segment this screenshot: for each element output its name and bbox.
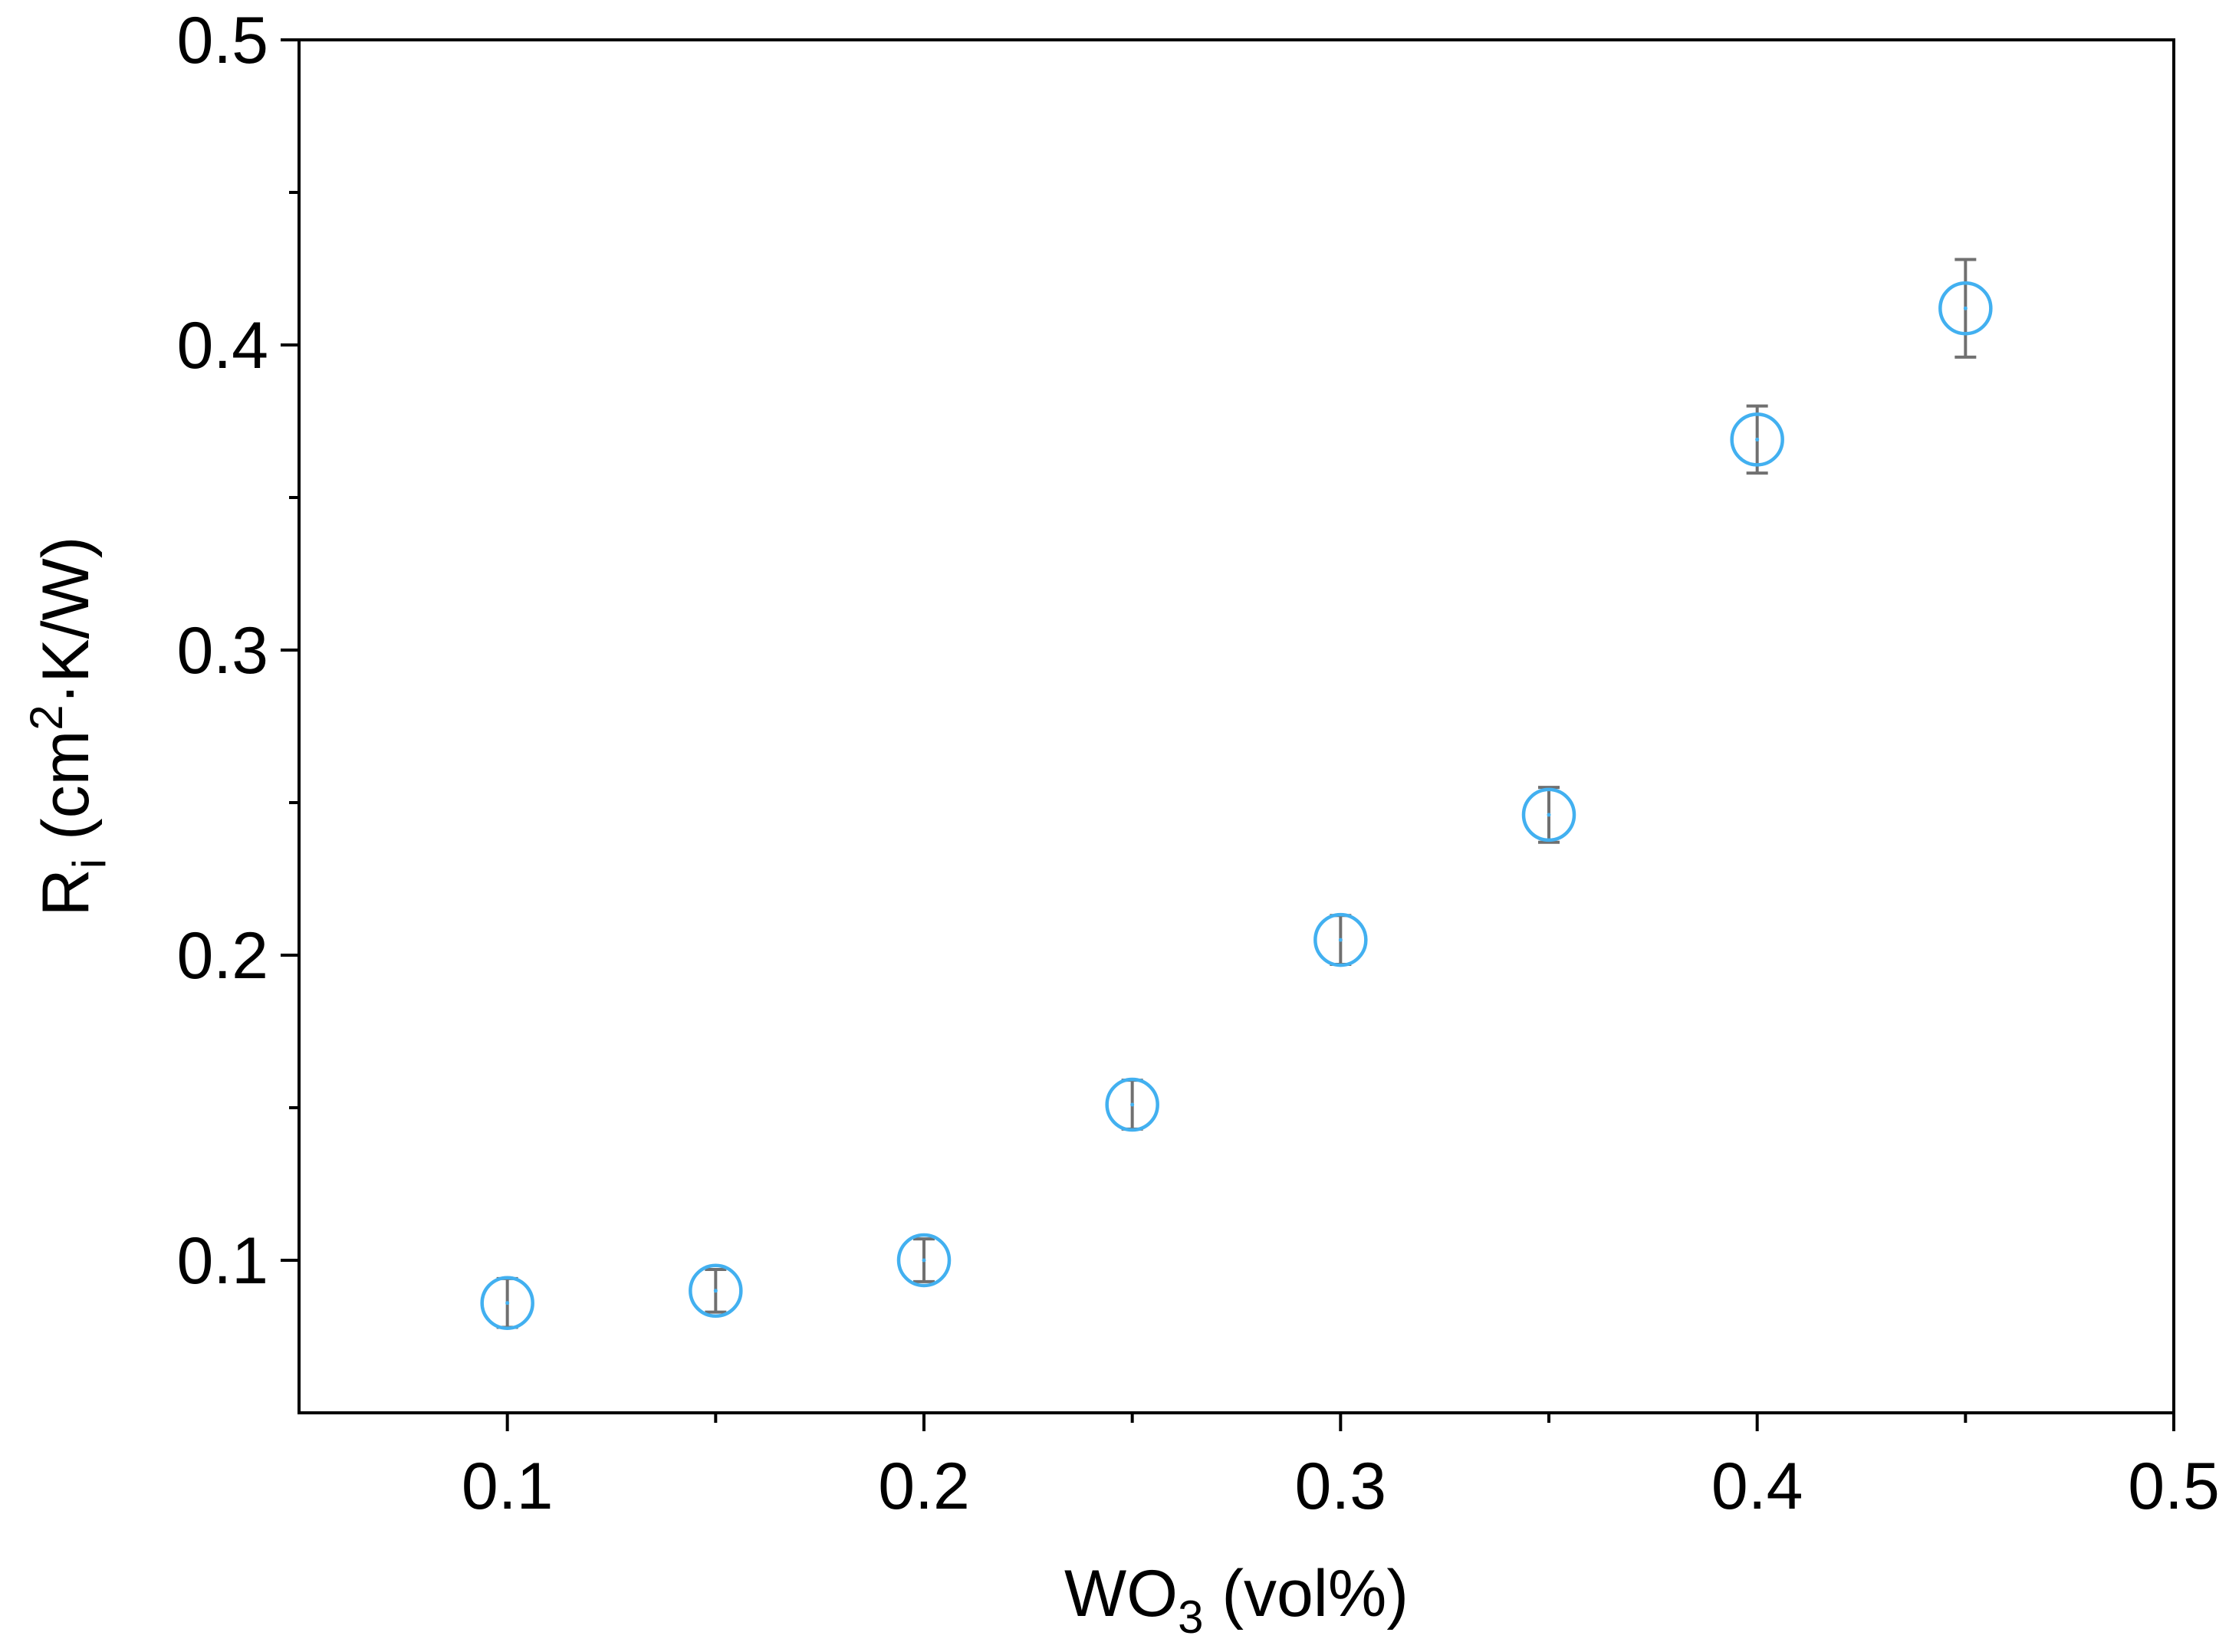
- data-point-center: [505, 1301, 510, 1306]
- data-point-center: [1963, 306, 1968, 310]
- data-point-center: [1547, 813, 1551, 817]
- x-tick-label: 0.2: [878, 1450, 970, 1523]
- x-tick-label: 0.3: [1295, 1450, 1387, 1523]
- tick-labels: 0.1 0.2 0.3 0.4 0.5 0.1 0.2 0.3 0.4 0.5: [176, 4, 2219, 1523]
- data-point: [1730, 412, 1784, 467]
- data-point-center: [1338, 938, 1343, 942]
- x-tick-label: 0.5: [2128, 1450, 2220, 1523]
- data-point: [1938, 281, 1993, 336]
- y-tick-label: 0.4: [176, 309, 268, 383]
- plot-frame: [298, 38, 2175, 1414]
- data-point: [1313, 912, 1368, 967]
- y-tick-label: 0.3: [176, 614, 268, 688]
- y-tick-label: 0.5: [176, 4, 268, 77]
- x-tick-label: 0.1: [462, 1450, 554, 1523]
- data-point-center: [713, 1289, 718, 1293]
- data-point: [1105, 1077, 1159, 1132]
- x-tick-label: 0.4: [1711, 1450, 1803, 1523]
- data-point: [480, 1276, 534, 1330]
- data-point-center: [922, 1258, 926, 1263]
- data-point-center: [1755, 437, 1760, 442]
- data-point: [896, 1233, 952, 1288]
- x-axis-title: WO3 (vol%): [1064, 1557, 1409, 1643]
- y-tick-label: 0.1: [176, 1224, 268, 1298]
- y-tick-label: 0.2: [176, 919, 268, 993]
- data-point: [1521, 787, 1576, 842]
- error-bars: [496, 258, 1977, 1329]
- axis-ticks: [281, 38, 2175, 1431]
- data-point-center: [1130, 1102, 1135, 1107]
- data-points: [480, 281, 1993, 1330]
- data-point: [689, 1263, 743, 1319]
- y-axis-title: Ri (cm2·K/W): [21, 537, 115, 917]
